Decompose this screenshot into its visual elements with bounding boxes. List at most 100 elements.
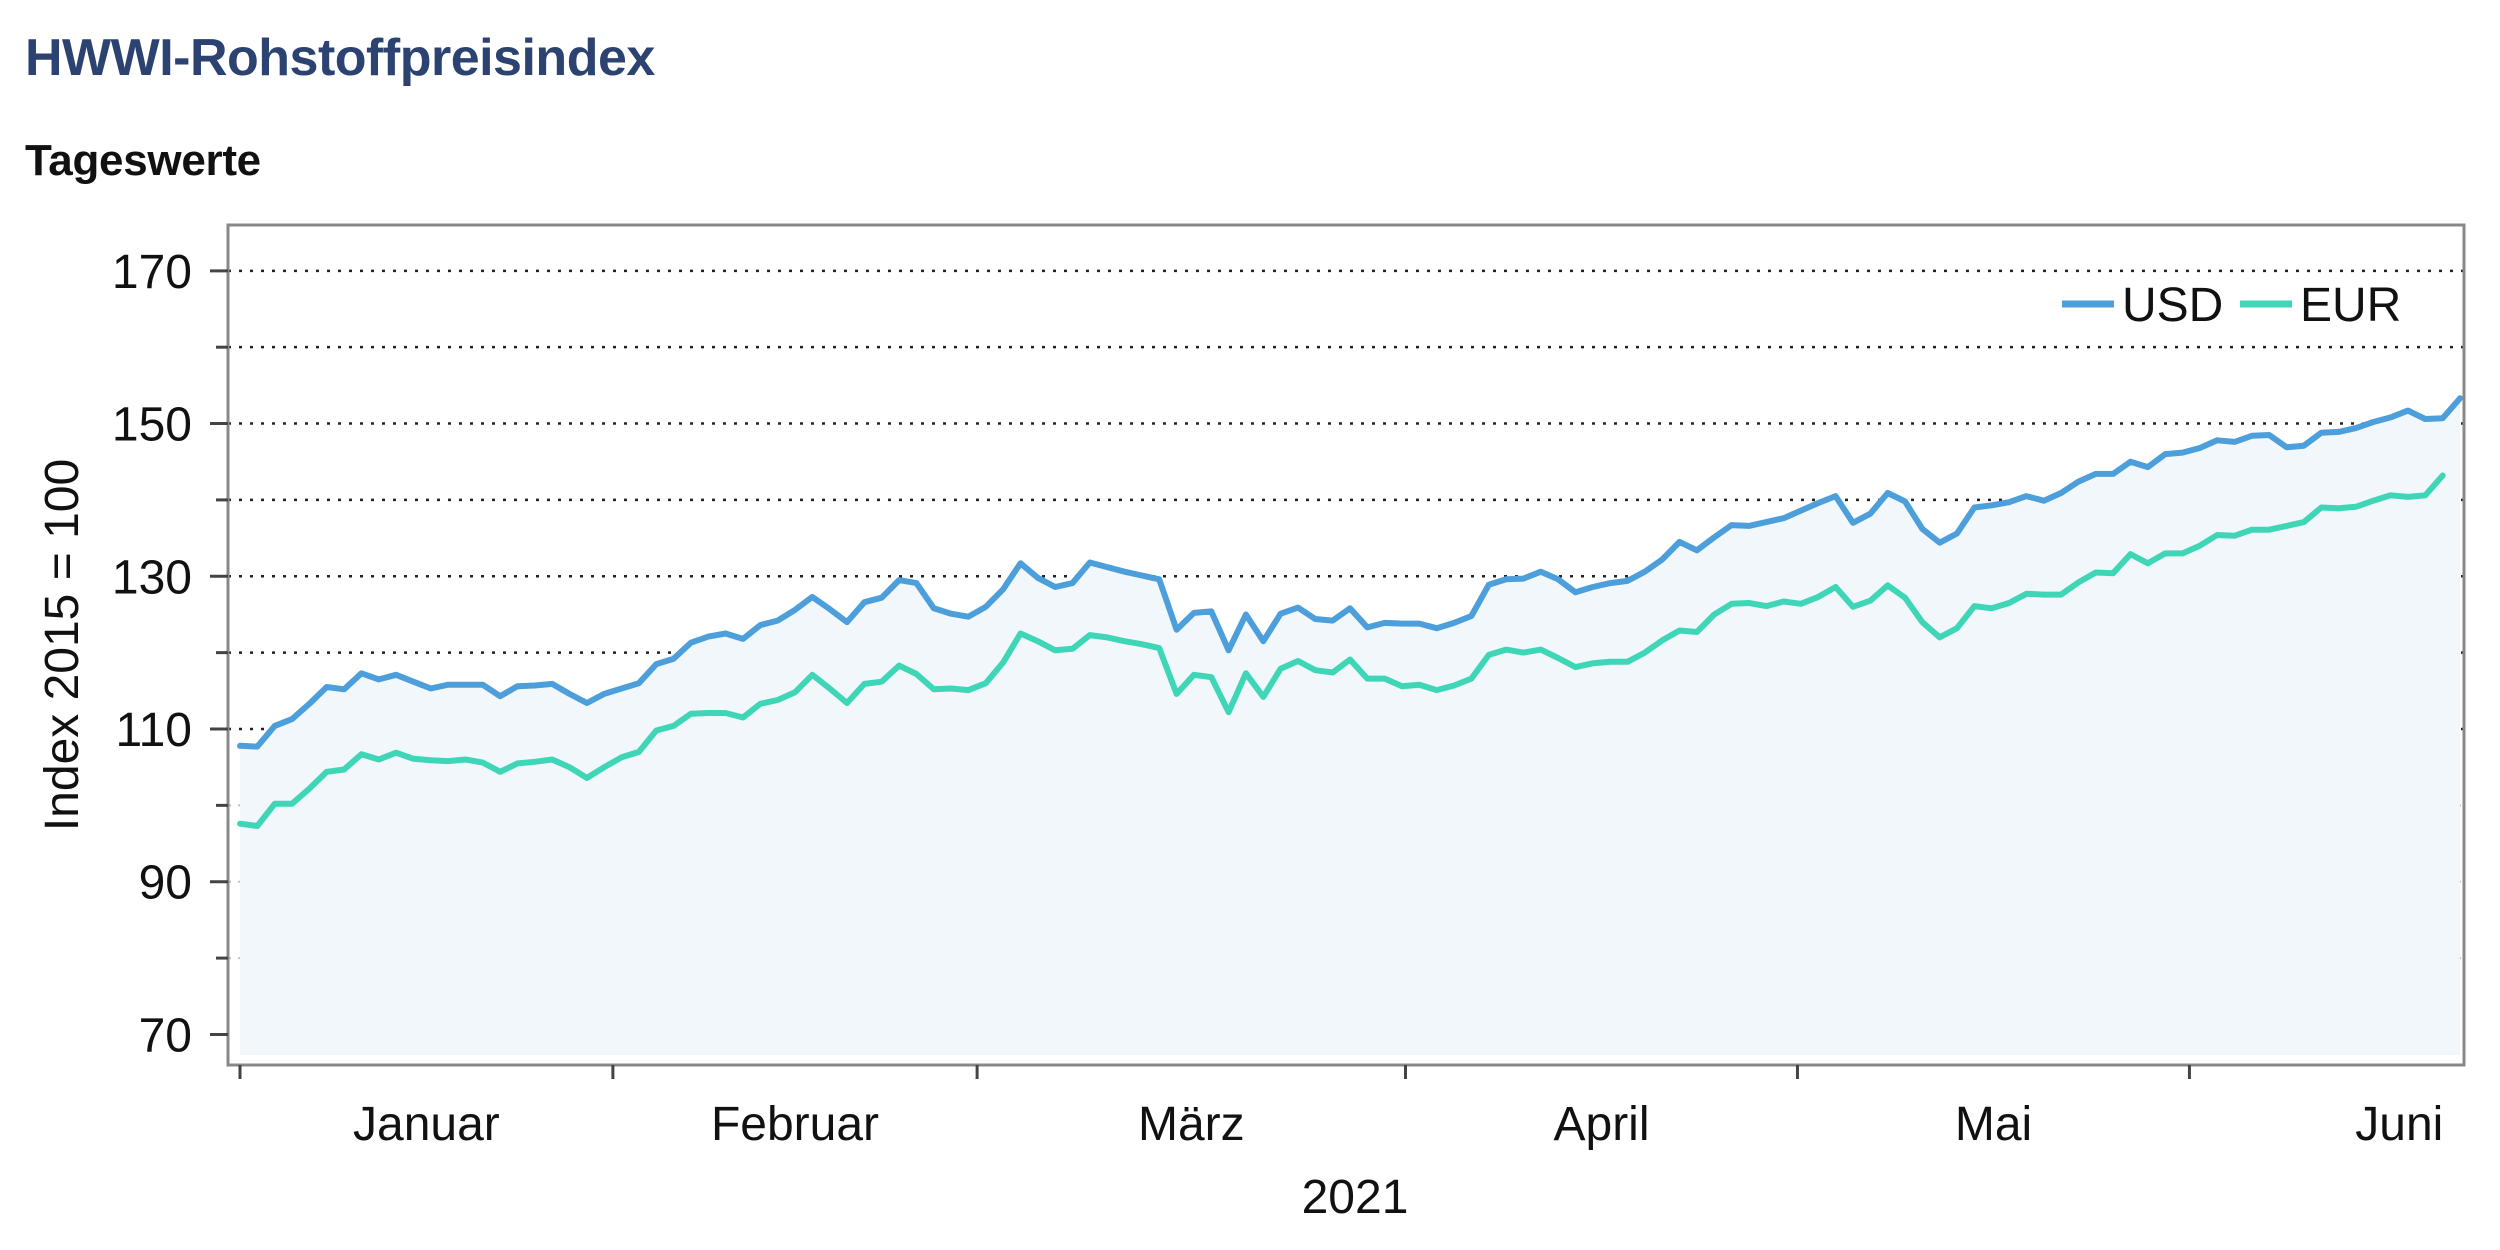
data-point-usd	[2197, 445, 2203, 451]
data-point-eur	[306, 786, 312, 792]
data-point-eur	[254, 823, 260, 829]
data-point-eur	[2110, 570, 2116, 576]
data-point-usd	[1989, 502, 1995, 508]
data-point-eur	[1711, 612, 1717, 618]
data-point-eur	[1018, 631, 1024, 637]
data-point-usd	[792, 607, 798, 613]
data-point-usd	[1226, 647, 1232, 653]
data-point-eur	[1885, 582, 1891, 588]
data-point-eur	[844, 700, 850, 706]
data-point-eur	[1659, 637, 1665, 643]
data-point-eur	[1382, 676, 1388, 682]
data-point-eur	[2093, 570, 2099, 576]
data-point-usd	[1260, 638, 1266, 644]
data-point-eur	[1312, 667, 1318, 673]
data-point-eur	[1607, 659, 1613, 665]
data-point-eur	[1625, 659, 1631, 665]
data-point-eur	[740, 715, 746, 721]
data-point-usd	[2336, 429, 2342, 435]
data-point-usd	[948, 611, 954, 617]
data-point-usd	[2370, 419, 2376, 425]
data-point-usd	[1503, 576, 1509, 582]
data-point-eur	[983, 680, 989, 686]
data-point-usd	[1850, 520, 1856, 526]
y-tick-label: 170	[112, 246, 192, 299]
data-point-usd	[1243, 612, 1249, 618]
data-point-eur	[567, 764, 573, 770]
data-point-usd	[2180, 450, 2186, 456]
data-point-usd	[1156, 576, 1162, 582]
data-point-eur	[913, 671, 919, 677]
data-point-usd	[463, 682, 469, 688]
y-axis-label: Index 2015 = 100	[36, 459, 89, 831]
data-point-eur	[2370, 498, 2376, 504]
data-point-eur	[1573, 664, 1579, 670]
data-point-usd	[1018, 560, 1024, 566]
series-line-eur	[237, 472, 2446, 829]
data-point-eur	[2023, 591, 2029, 597]
data-point-usd	[931, 605, 937, 611]
data-point-usd	[1139, 573, 1145, 579]
data-point-eur	[1399, 683, 1405, 689]
data-point-usd	[2041, 498, 2047, 504]
data-point-eur	[1954, 625, 1960, 631]
data-point-eur	[237, 821, 243, 827]
data-point-eur	[896, 663, 902, 669]
series-line-usd	[237, 395, 2463, 750]
y-tick-label: 110	[115, 704, 192, 757]
data-point-eur	[948, 686, 954, 692]
data-point-usd	[1399, 621, 1405, 627]
data-point-usd	[237, 743, 243, 749]
data-point-usd	[2093, 471, 2099, 477]
data-point-usd	[1208, 608, 1214, 614]
data-point-eur	[272, 801, 278, 807]
data-point-usd	[289, 716, 295, 722]
data-point-eur	[2162, 550, 2168, 556]
data-point-usd	[1122, 569, 1128, 575]
data-point-eur	[636, 749, 642, 755]
data-point-usd	[254, 744, 260, 750]
data-point-usd	[1035, 575, 1041, 581]
data-point-eur	[931, 686, 937, 692]
data-point-eur	[532, 759, 538, 765]
data-point-usd	[1312, 616, 1318, 622]
data-point-eur	[705, 710, 711, 716]
data-point-usd	[1520, 576, 1526, 582]
series-lines	[237, 395, 2463, 829]
data-point-usd	[1919, 526, 1925, 532]
data-point-usd	[1416, 621, 1422, 627]
data-point-usd	[2284, 444, 2290, 450]
data-point-eur	[393, 750, 399, 756]
data-point-eur	[653, 728, 659, 734]
data-point-eur	[1174, 691, 1180, 697]
data-point-usd	[532, 683, 538, 689]
data-point-eur	[1104, 634, 1110, 640]
data-point-eur	[2266, 527, 2272, 533]
data-point-eur	[1208, 674, 1214, 680]
data-point-eur	[1486, 652, 1492, 658]
data-point-usd	[376, 676, 382, 682]
data-point-eur	[1989, 605, 1995, 611]
data-point-usd	[1659, 557, 1665, 563]
data-point-eur	[2249, 527, 2255, 533]
data-point-usd	[653, 661, 659, 667]
data-point-eur	[1520, 650, 1526, 656]
data-point-eur	[1694, 629, 1700, 635]
data-point-usd	[1486, 582, 1492, 588]
data-point-usd	[1763, 519, 1769, 525]
data-point-usd	[341, 686, 347, 692]
data-point-eur	[2058, 592, 2064, 598]
data-point-eur	[1867, 598, 1873, 604]
data-point-usd	[601, 691, 607, 697]
data-point-eur	[775, 697, 781, 703]
data-point-usd	[2162, 451, 2168, 457]
data-point-usd	[1694, 547, 1700, 553]
data-point-eur	[324, 769, 330, 775]
data-point-eur	[1191, 672, 1197, 678]
data-point-eur	[2336, 505, 2342, 511]
data-point-usd	[410, 679, 416, 685]
x-tick-label-month: Januar	[353, 1098, 500, 1151]
data-point-eur	[1538, 647, 1544, 653]
data-point-usd	[1607, 580, 1613, 586]
data-point-usd	[2422, 416, 2428, 422]
